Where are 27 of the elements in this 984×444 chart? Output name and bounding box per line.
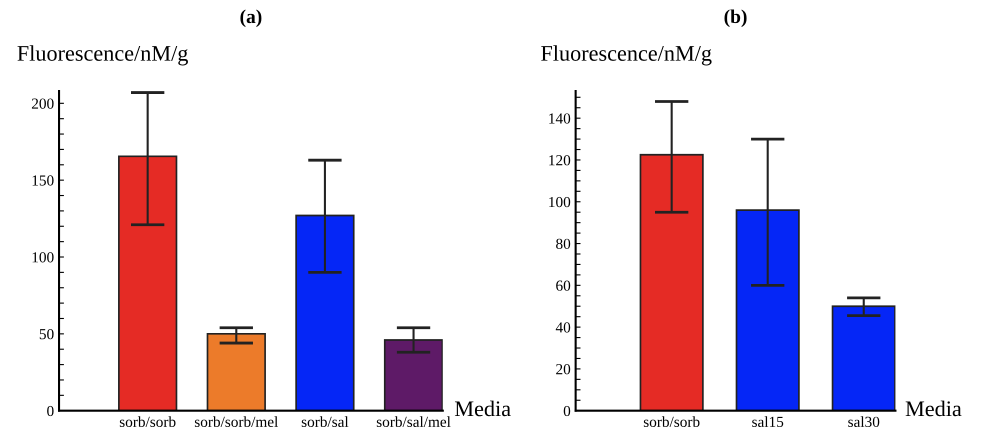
y-tick-label: 20: [556, 364, 570, 374]
y-tick-label: 40: [556, 322, 570, 333]
x-axis-title: Media: [906, 400, 962, 416]
y-tick-label: 100: [549, 196, 570, 208]
x-tick-label: sorb/sal: [302, 416, 348, 428]
y-tick-label: 80: [556, 238, 570, 249]
chart-title: (a): [240, 9, 262, 28]
y-tick-label: 0: [47, 406, 54, 416]
y-tick-label: 60: [556, 280, 570, 291]
y-axis-title: Fluorescence/nM/g: [17, 45, 188, 66]
y-tick-label: 100: [32, 252, 54, 262]
y-axis-title: Fluorescence/nM/g: [541, 45, 712, 66]
x-tick-label: sal30: [848, 416, 880, 428]
y-tick-label: 50: [40, 328, 54, 340]
y-tick-label: 120: [549, 155, 570, 166]
x-tick-label: sorb/sorb/mel: [194, 416, 278, 428]
x-tick-label: sorb/sorb: [644, 416, 700, 428]
x-axis-title: Media: [454, 400, 511, 416]
y-tick-label: 0: [564, 406, 570, 416]
chart-title: (b): [724, 9, 747, 28]
x-tick-label: sorb/sal/mel: [376, 416, 451, 428]
y-tick-label: 140: [549, 113, 570, 124]
y-tick-label: 150: [32, 175, 54, 186]
x-tick-label: sorb/sorb: [120, 416, 176, 428]
x-tick-label: sal15: [752, 416, 784, 428]
bar: [206, 333, 266, 411]
y-tick-label: 200: [32, 98, 54, 109]
